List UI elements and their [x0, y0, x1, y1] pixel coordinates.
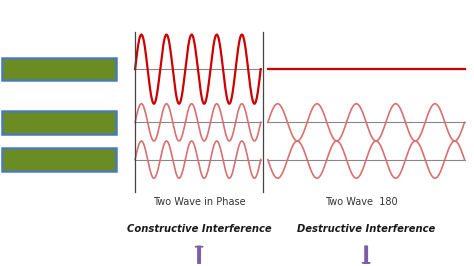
Text: Combined Wave: Combined Wave	[21, 65, 97, 74]
Text: First Wave: First Wave	[34, 118, 84, 127]
Text: Destructive Interference: Destructive Interference	[297, 224, 435, 234]
Text: Second Wave: Second Wave	[27, 155, 91, 164]
FancyBboxPatch shape	[2, 148, 116, 171]
Text: Constructive Interference: Constructive Interference	[127, 224, 272, 234]
FancyBboxPatch shape	[2, 111, 116, 134]
FancyBboxPatch shape	[2, 58, 116, 81]
Text: Two Wave  180: Two Wave 180	[325, 197, 398, 207]
Text: Two Wave in Phase: Two Wave in Phase	[153, 197, 246, 207]
